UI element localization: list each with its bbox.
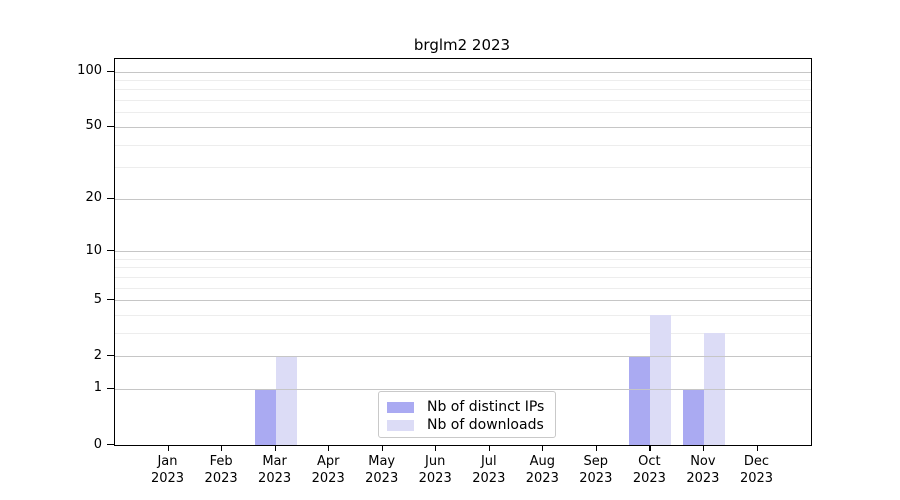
gridline-minor [115, 144, 811, 146]
x-tick-mark [649, 445, 651, 451]
y-tick-label: 10 [85, 242, 102, 258]
gridline-major [115, 388, 811, 390]
legend-swatch-downloads-icon [387, 419, 414, 431]
plot-area [114, 58, 812, 446]
y-tick-label: 1 [93, 380, 102, 396]
legend-item-distinct-ips: Nb of distinct IPs [387, 398, 545, 416]
y-tick-label: 50 [85, 118, 102, 134]
x-tick-label: Feb 2023 [204, 454, 238, 486]
x-tick-label: Jan 2023 [150, 454, 185, 486]
x-tick-mark [488, 445, 490, 451]
x-tick-mark [542, 445, 544, 451]
gridline-minor [115, 287, 811, 289]
y-tick-mark [107, 355, 114, 357]
legend-item-downloads: Nb of downloads [387, 416, 545, 434]
legend-label-distinct-ips: Nb of distinct IPs [427, 399, 545, 415]
gridline-major [115, 198, 811, 200]
y-tick-mark [107, 299, 114, 301]
gridline-major [115, 300, 811, 301]
y-tick-label: 5 [93, 291, 102, 307]
chart-title: brglm2 2023 [413, 36, 511, 54]
legend-label-downloads: Nb of downloads [427, 417, 544, 433]
gridline-minor [115, 332, 811, 334]
gridline-major [115, 126, 811, 128]
bar-distinct-ips [629, 356, 651, 445]
gridline-major [115, 251, 811, 252]
bar-distinct-ips [254, 388, 276, 445]
gridline-minor [115, 100, 811, 102]
x-tick-label: Apr 2023 [311, 454, 345, 486]
gridline-minor [115, 314, 811, 316]
y-tick-mark [107, 387, 114, 390]
x-tick-mark [167, 445, 169, 451]
x-tick-label: May 2023 [365, 454, 399, 486]
x-tick-label: Jun 2023 [418, 454, 452, 486]
x-tick-mark [221, 445, 223, 451]
x-tick-mark [328, 445, 330, 451]
gridline-minor [115, 267, 811, 269]
x-tick-mark [702, 445, 705, 451]
y-tick-label: 0 [93, 436, 102, 452]
gridline-minor [115, 276, 811, 278]
bar-downloads [650, 314, 672, 445]
y-tick-label: 100 [77, 63, 102, 79]
bar-downloads [275, 356, 297, 445]
x-tick-label: Oct 2023 [632, 454, 666, 486]
gridline-minor [115, 258, 811, 260]
legend-swatch-distinct-ips-icon [387, 401, 414, 413]
x-tick-mark [435, 445, 437, 451]
legend: Nb of distinct IPs Nb of downloads [378, 391, 556, 438]
y-tick-label: 20 [85, 190, 102, 206]
y-tick-mark [107, 125, 114, 128]
y-tick-label: 2 [93, 347, 102, 363]
bar-distinct-ips [682, 388, 704, 445]
y-tick-mark [107, 197, 114, 199]
gridline-minor [115, 89, 811, 91]
x-tick-label: Nov 2023 [686, 454, 720, 486]
y-tick-mark [107, 70, 114, 72]
x-tick-label: Sep 2023 [579, 454, 613, 486]
gridline-major [115, 71, 811, 73]
x-tick-mark [595, 445, 597, 451]
gridline-minor [115, 112, 811, 114]
y-tick-mark [107, 250, 114, 252]
x-tick-mark [756, 445, 758, 451]
x-tick-label: Aug 2023 [525, 454, 559, 486]
x-tick-mark [381, 445, 383, 451]
gridline-minor [115, 167, 811, 169]
x-tick-label: Jul 2023 [472, 454, 506, 486]
x-tick-mark [274, 445, 276, 451]
y-tick-mark [107, 444, 114, 446]
gridline-minor [115, 80, 811, 81]
gridline-major [115, 356, 811, 358]
x-tick-label: Dec 2023 [739, 454, 774, 486]
x-tick-label: Mar 2023 [258, 454, 292, 486]
